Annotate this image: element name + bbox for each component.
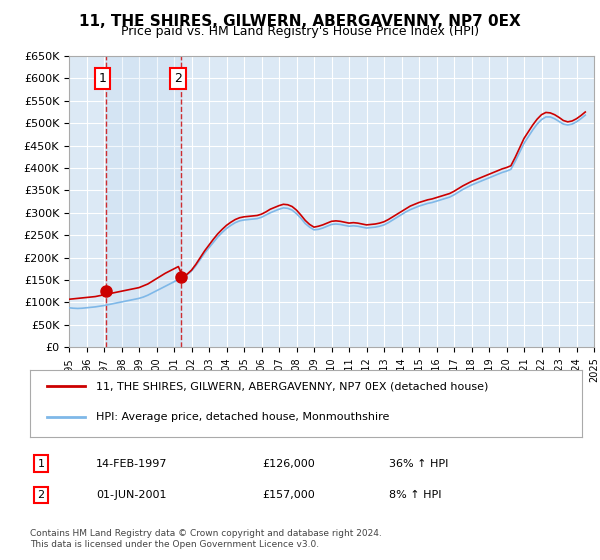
Text: Price paid vs. HM Land Registry's House Price Index (HPI): Price paid vs. HM Land Registry's House …: [121, 25, 479, 38]
Text: 2: 2: [37, 490, 44, 500]
Text: £126,000: £126,000: [262, 459, 314, 469]
Text: 14-FEB-1997: 14-FEB-1997: [96, 459, 168, 469]
Text: 11, THE SHIRES, GILWERN, ABERGAVENNY, NP7 0EX (detached house): 11, THE SHIRES, GILWERN, ABERGAVENNY, NP…: [96, 381, 488, 391]
Text: 1: 1: [98, 72, 107, 85]
Text: 11, THE SHIRES, GILWERN, ABERGAVENNY, NP7 0EX: 11, THE SHIRES, GILWERN, ABERGAVENNY, NP…: [79, 14, 521, 29]
Text: £157,000: £157,000: [262, 490, 314, 500]
Text: Contains HM Land Registry data © Crown copyright and database right 2024.
This d: Contains HM Land Registry data © Crown c…: [30, 529, 382, 549]
Text: 8% ↑ HPI: 8% ↑ HPI: [389, 490, 442, 500]
Text: 36% ↑ HPI: 36% ↑ HPI: [389, 459, 448, 469]
Text: 01-JUN-2001: 01-JUN-2001: [96, 490, 167, 500]
Text: 2: 2: [174, 72, 182, 85]
Bar: [106, 56, 181, 347]
Text: 1: 1: [38, 459, 44, 469]
Text: HPI: Average price, detached house, Monmouthshire: HPI: Average price, detached house, Monm…: [96, 412, 389, 422]
